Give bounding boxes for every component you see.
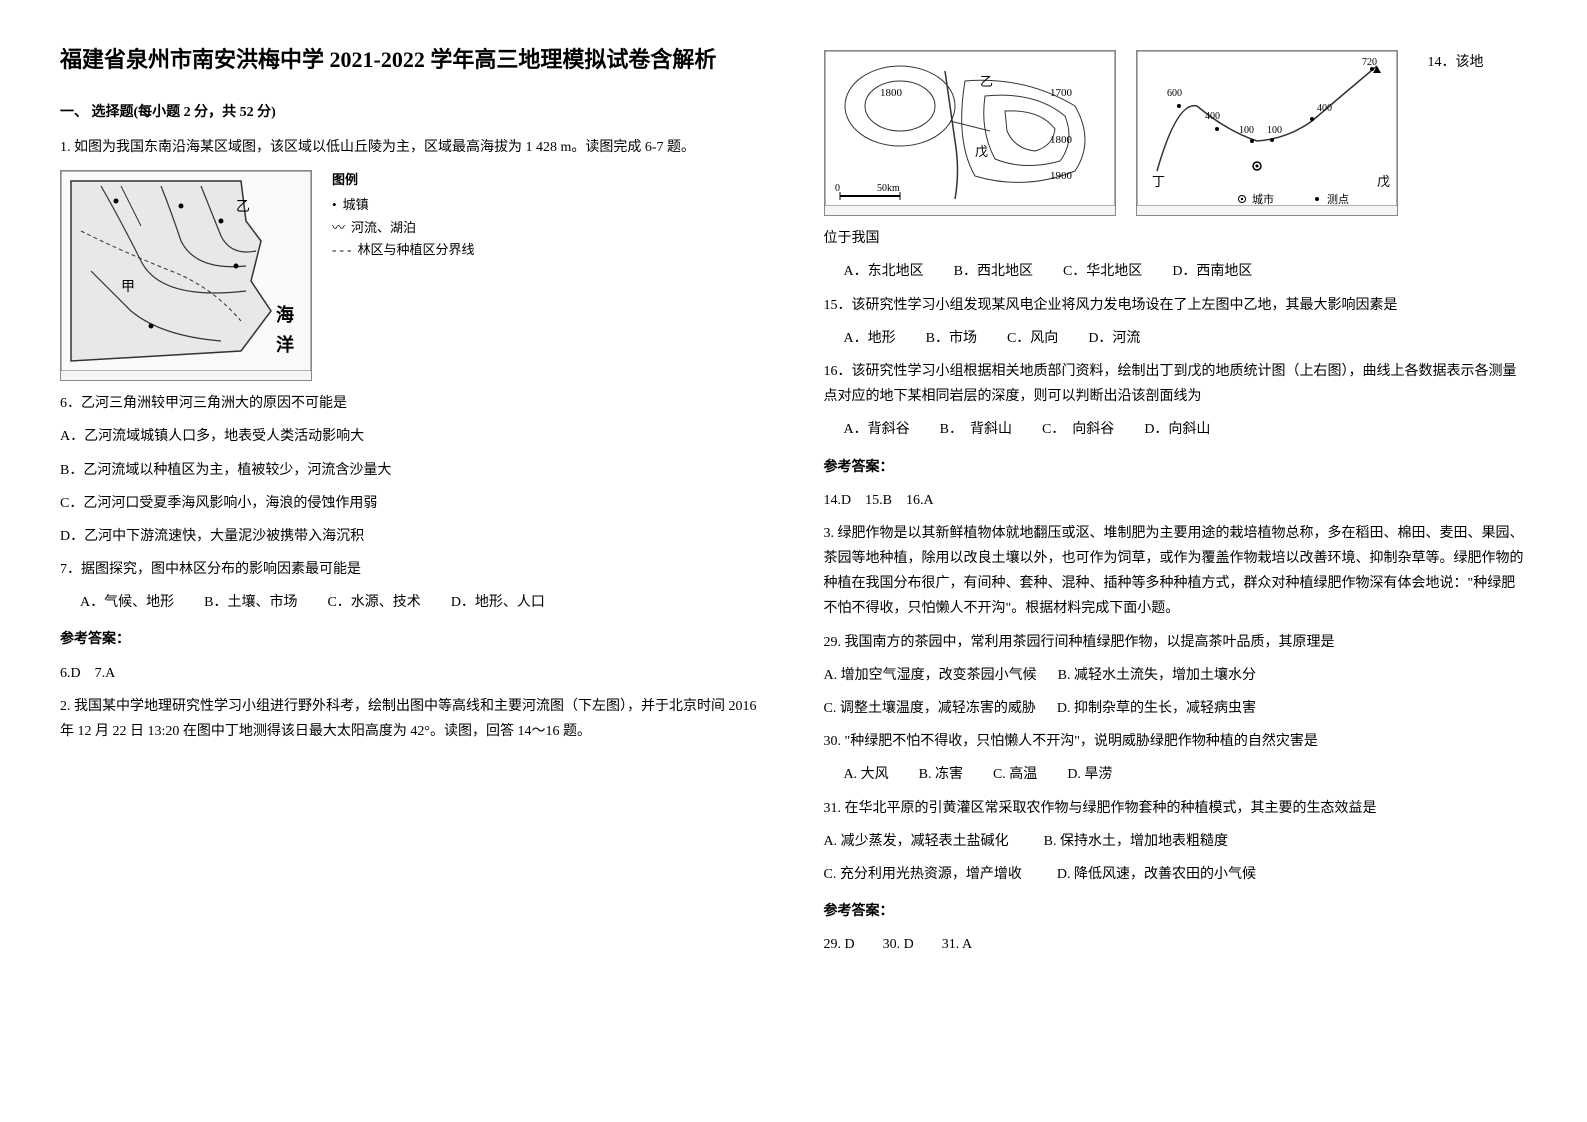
q29-row2: C. 调整土壤温度，减轻冻害的威胁 D. 抑制杂草的生长，减轻病虫害 <box>824 696 1528 721</box>
q2-intro: 2. 我国某中学地理研究性学习小组进行野外科考，绘制出图中等高线和主要河流图（下… <box>60 694 764 744</box>
q31-optB: B. 保持水土，增加地表粗糙度 <box>1044 834 1228 849</box>
q30-optB: B. 冻害 <box>919 762 963 787</box>
svg-text:1800: 1800 <box>880 87 903 99</box>
q29: 29. 我国南方的茶园中，常利用茶园行间种植绿肥作物，以提高茶叶品质，其原理是 <box>824 630 1528 655</box>
q2-fig-right: 600 400 100 100 400 720 丁 戊 <box>1136 50 1398 216</box>
q3-intro: 3. 绿肥作物是以其新鲜植物体就地翻压或沤、堆制肥为主要用途的栽培植物总称，多在… <box>824 521 1528 622</box>
right-column: 1800 1700 1800 1900 乙 戊 0 50km <box>824 40 1528 966</box>
svg-text:测点: 测点 <box>1327 193 1349 206</box>
q31-optC: C. 充分利用光热资源，增产增收 <box>824 867 1022 882</box>
q1-sub6-optC: C．乙河河口受夏季海风影响小，海浪的侵蚀作用弱 <box>60 491 764 516</box>
svg-text:乙: 乙 <box>980 74 993 89</box>
q1-sub6-optB: B．乙河流域以种植区为主，植被较少，河流含沙量大 <box>60 458 764 483</box>
q15-optC: C．风向 <box>1007 326 1058 351</box>
q2-fig-left: 1800 1700 1800 1900 乙 戊 0 50km <box>824 50 1116 216</box>
q15-options: A．地形 B．市场 C．风向 D．河流 <box>844 326 1528 351</box>
q15-optB: B．市场 <box>926 326 977 351</box>
left-column: 福建省泉州市南安洪梅中学 2021-2022 学年高三地理模拟试卷含解析 一、 … <box>60 40 764 966</box>
q16-optD: D．向斜山 <box>1144 417 1210 442</box>
q14-optC: C．华北地区 <box>1063 259 1142 284</box>
q3-answer-header: 参考答案： <box>824 899 1528 924</box>
q30: 30. "种绿肥不怕不得收，只怕懒人不开沟"，说明威胁绿肥作物种植的自然灾害是 <box>824 729 1528 754</box>
q15-optA: A．地形 <box>844 326 896 351</box>
svg-text:1800: 1800 <box>1050 134 1073 146</box>
q29-optC: C. 调整土壤温度，减轻冻害的威胁 <box>824 701 1036 716</box>
q1-answer: 6.D 7.A <box>60 661 764 686</box>
section-1-header: 一、 选择题(每小题 2 分，共 52 分) <box>60 100 764 125</box>
svg-text:600: 600 <box>1167 88 1182 99</box>
q29-row1: A. 增加空气湿度，改变茶园小气候 B. 减轻水土流失，增加土壤水分 <box>824 663 1528 688</box>
q16-optC: C． 向斜谷 <box>1042 417 1114 442</box>
q14-optD: D．西南地区 <box>1172 259 1252 284</box>
q14-optB: B．西北地区 <box>954 259 1033 284</box>
q1-sub6-optA: A．乙河流域城镇人口多，地表受人类活动影响大 <box>60 424 764 449</box>
q29-optD: D. 抑制杂草的生长，减轻病虫害 <box>1057 701 1256 716</box>
svg-text:0: 0 <box>835 183 840 194</box>
q3-answer: 29. D 30. D 31. A <box>824 932 1528 957</box>
legend-item-boundary: - - - 林区与种植区分界线 <box>332 240 475 261</box>
q1-legend: 图例 • 城镇 〰 河流、湖泊 - - - 林区与种植区分界线 <box>332 170 475 263</box>
q1-answer-header: 参考答案： <box>60 627 764 652</box>
q1-sub7-optC: C．水源、技术 <box>327 590 420 615</box>
q31-row1: A. 减少蒸发，减轻表土盐碱化 B. 保持水土，增加地表粗糙度 <box>824 829 1528 854</box>
q1-figure-row: 乙 甲 海 洋 图例 • 城镇 〰 河流、湖泊 - - - 林区与种 <box>60 170 764 381</box>
map-label-ocean: 洋 <box>276 334 294 355</box>
svg-text:戊: 戊 <box>1377 174 1390 189</box>
q16-optB: B． 背斜山 <box>940 417 1012 442</box>
q16-optA: A．背斜谷 <box>844 417 910 442</box>
svg-text:城市: 城市 <box>1252 192 1274 206</box>
q16: 16．该研究性学习小组根据相关地质部门资料，绘制出丁到戊的地质统计图（上右图），… <box>824 359 1528 409</box>
q2-answer-header: 参考答案： <box>824 455 1528 480</box>
svg-text:720: 720 <box>1362 57 1377 68</box>
q29-optA: A. 增加空气湿度，改变茶园小气候 <box>824 668 1037 683</box>
legend-title: 图例 <box>332 170 475 191</box>
q14-prefix: 位于我国 <box>824 226 1528 251</box>
svg-text:戊: 戊 <box>975 144 988 159</box>
svg-text:400: 400 <box>1205 111 1220 122</box>
q1-sub7: 7．据图探究，图中林区分布的影响因素最可能是 <box>60 557 764 582</box>
q15-optD: D．河流 <box>1088 326 1140 351</box>
page-title: 福建省泉州市南安洪梅中学 2021-2022 学年高三地理模拟试卷含解析 <box>60 40 764 80</box>
q2-figure-row: 1800 1700 1800 1900 乙 戊 0 50km <box>824 50 1528 216</box>
q31-row2: C. 充分利用光热资源，增产增收 D. 降低风速，改善农田的小气候 <box>824 862 1528 887</box>
q31-optA: A. 减少蒸发，减轻表土盐碱化 <box>824 834 1009 849</box>
q1-sub6-optD: D．乙河中下游流速快，大量泥沙被携带入海沉积 <box>60 524 764 549</box>
q14-optA: A．东北地区 <box>844 259 924 284</box>
q31-optD: D. 降低风速，改善农田的小气候 <box>1057 867 1256 882</box>
legend-item-river: 〰 河流、湖泊 <box>332 218 475 239</box>
q14-options: A．东北地区 B．西北地区 C．华北地区 D．西南地区 <box>844 259 1528 284</box>
q1-sub7-optA: A．气候、地形 <box>80 590 174 615</box>
q30-options: A. 大风 B. 冻害 C. 高温 D. 旱涝 <box>844 762 1528 787</box>
q1-sub6: 6．乙河三角洲较甲河三角洲大的原因不可能是 <box>60 391 764 416</box>
q31: 31. 在华北平原的引黄灌区常采取农作物与绿肥作物套种的种植模式，其主要的生态效… <box>824 796 1528 821</box>
svg-text:100: 100 <box>1239 125 1254 136</box>
svg-text:100: 100 <box>1267 125 1282 136</box>
map-label-jia: 甲 <box>121 280 135 295</box>
legend-item-town: • 城镇 <box>332 195 475 216</box>
river-line-icon: 〰 <box>332 218 345 239</box>
q1-sub7-optB: B．土壤、市场 <box>204 590 297 615</box>
svg-text:50km: 50km <box>877 183 900 194</box>
svg-text:400: 400 <box>1317 103 1332 114</box>
q2-answer: 14.D 15.B 16.A <box>824 488 1528 513</box>
q1-map: 乙 甲 海 洋 <box>60 170 312 381</box>
map-label-yi: 乙 <box>236 199 250 215</box>
town-dot-icon: • <box>332 195 337 216</box>
q30-optC: C. 高温 <box>993 762 1037 787</box>
q16-options: A．背斜谷 B． 背斜山 C． 向斜谷 D．向斜山 <box>844 417 1528 442</box>
svg-text:1700: 1700 <box>1050 87 1073 99</box>
q29-optB: B. 减轻水土流失，增加土壤水分 <box>1058 668 1256 683</box>
q1-intro: 1. 如图为我国东南沿海某区域图，该区域以低山丘陵为主，区域最高海拔为 1 42… <box>60 135 764 160</box>
svg-text:1900: 1900 <box>1050 170 1073 182</box>
q1-sub7-options: A．气候、地形 B．土壤、市场 C．水源、技术 D．地形、人口 <box>80 590 764 615</box>
q30-optD: D. 旱涝 <box>1067 762 1112 787</box>
q14-label: 14．该地 <box>1428 50 1484 75</box>
q15: 15．该研究性学习小组发现某风电企业将风力发电场设在了上左图中乙地，其最大影响因… <box>824 293 1528 318</box>
q30-optA: A. 大风 <box>844 762 889 787</box>
q1-sub7-optD: D．地形、人口 <box>451 590 545 615</box>
svg-text:丁: 丁 <box>1152 174 1165 189</box>
map-label-sea: 海 <box>276 304 294 325</box>
boundary-dash-icon: - - - <box>332 240 352 261</box>
